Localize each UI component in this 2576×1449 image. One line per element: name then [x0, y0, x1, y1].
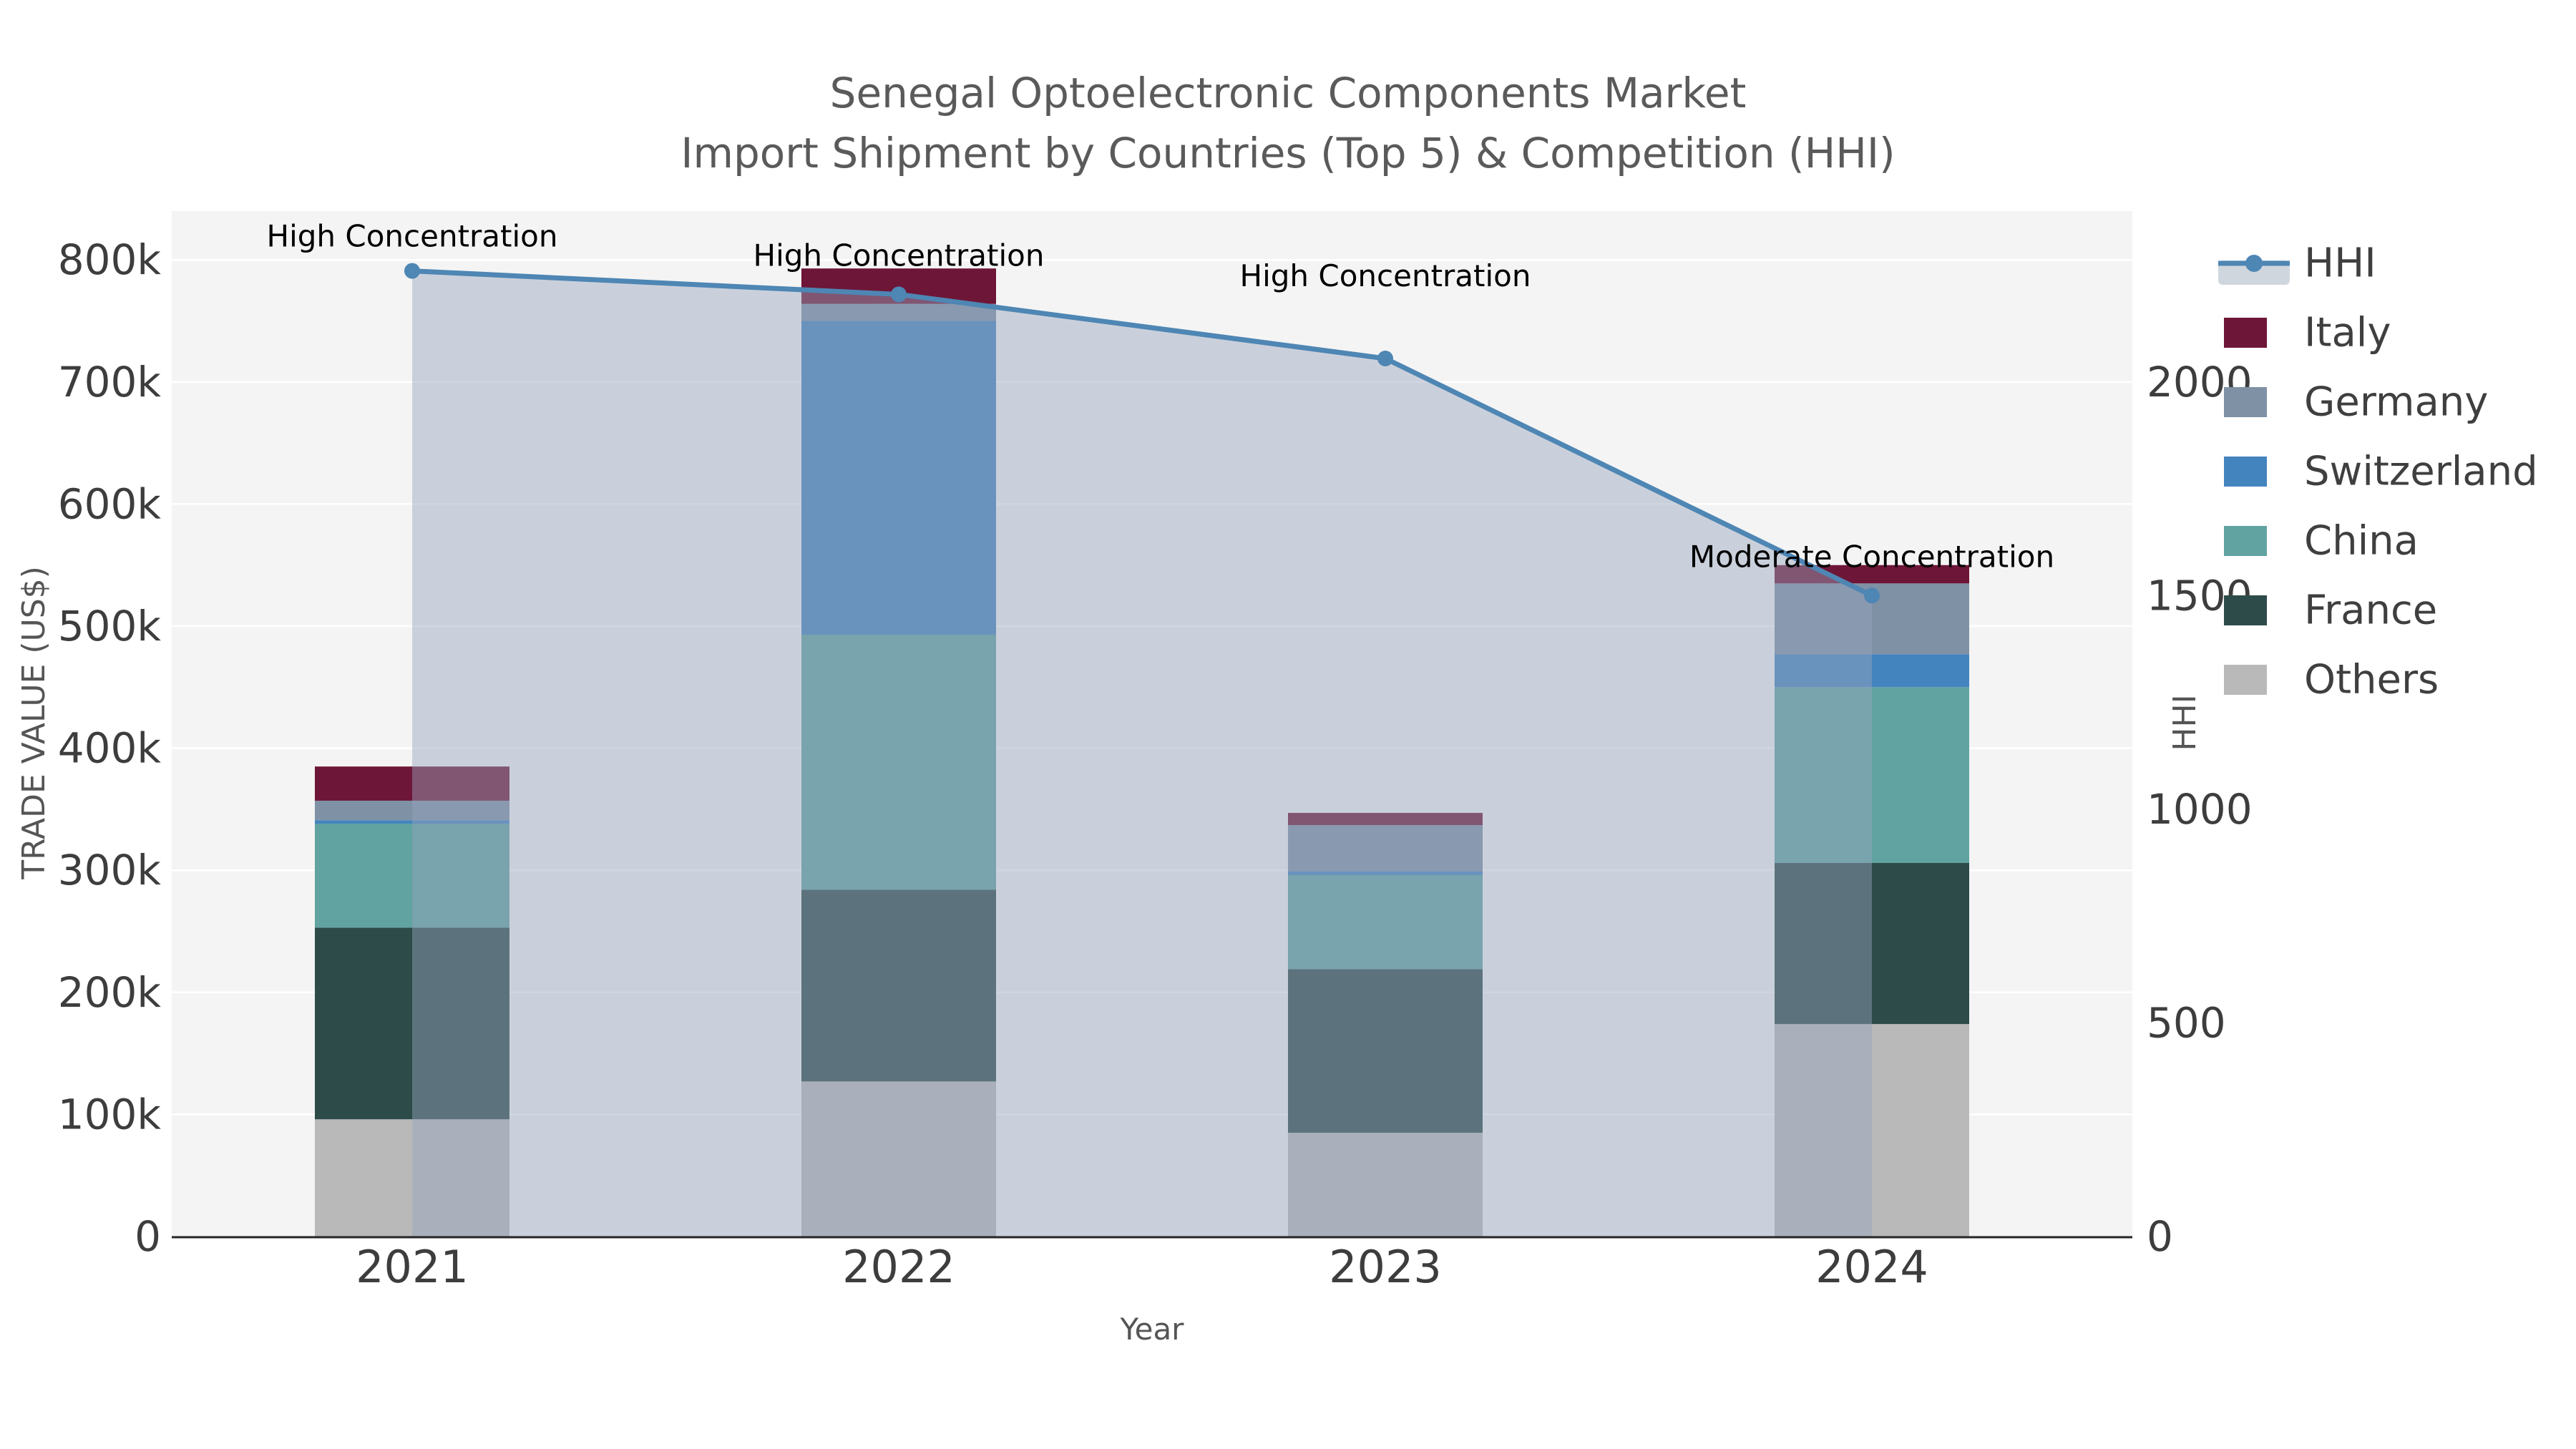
legend-item-germany: Germany [2224, 379, 2488, 426]
y-left-tick-0: 0 [135, 1212, 161, 1261]
legend-label-italy: Italy [2304, 310, 2391, 356]
hhi-point-2024 [1864, 587, 1880, 604]
legend-item-france: France [2224, 587, 2437, 634]
annotation-2021: High Concentration [267, 219, 558, 254]
bar-2023-germany [1288, 825, 1483, 872]
bar-2023-france [1288, 969, 1483, 1133]
legend-label-hhi: HHI [2304, 240, 2376, 287]
bar-2021-switzerland [315, 820, 509, 824]
bar-2024-china [1775, 687, 1969, 863]
bar-2023-others [1288, 1132, 1483, 1236]
bar-2021-italy [315, 766, 509, 801]
bar-2022-germany [801, 303, 996, 321]
bar-2022-france [801, 889, 996, 1082]
legend-item-italy: Italy [2224, 310, 2391, 356]
bar-2021-france [315, 927, 509, 1120]
hhi-area-fill [412, 270, 1872, 1236]
x-tick-2023: 2023 [1329, 1241, 1442, 1293]
legend-swatch-switzerland [2224, 457, 2267, 487]
legend-item-hhi: HHI [2218, 240, 2376, 287]
bar-2024-italy [1775, 565, 1969, 584]
chart-title-line2: Import Shipment by Countries (Top 5) & C… [680, 129, 1895, 177]
bar-2024-others [1775, 1024, 1969, 1236]
legend-label-others: Others [2304, 657, 2439, 703]
x-tick-2021: 2021 [356, 1241, 469, 1293]
y-left-tick-700k: 700k [58, 358, 162, 406]
bar-2022-china [801, 634, 996, 890]
x-tick-2022: 2022 [842, 1241, 955, 1293]
bar-2023-china [1288, 875, 1483, 970]
y-left-tick-800k: 800k [58, 235, 162, 284]
legend-label-china: China [2304, 518, 2419, 565]
chart-title-line1: Senegal Optoelectronic Components Market [830, 69, 1747, 117]
bar-2023-italy [1288, 813, 1483, 826]
legend-swatch-china [2224, 526, 2267, 556]
annotation-2023: High Concentration [1240, 258, 1531, 293]
y-left-tick-200k: 200k [58, 968, 162, 1017]
legend-swatch-others [2224, 665, 2267, 695]
legend-label-france: France [2304, 587, 2437, 634]
x-axis-label: Year [1120, 1312, 1185, 1347]
y-axis-label: TRADE VALUE (US$) [16, 566, 52, 880]
bar-2024-switzerland [1775, 654, 1969, 688]
bar-2021-china [315, 824, 509, 928]
annotation-2024: Moderate Concentration [1689, 539, 2054, 574]
y-left-tick-100k: 100k [58, 1090, 162, 1138]
legend-item-china: China [2224, 518, 2419, 565]
bar-2024-france [1775, 862, 1969, 1025]
y-left-tick-500k: 500k [58, 602, 162, 650]
legend-item-switzerland: Switzerland [2224, 449, 2538, 495]
legend-swatch-germany [2224, 387, 2267, 417]
legend-item-others: Others [2224, 657, 2439, 703]
y-left-tick-400k: 400k [58, 724, 162, 773]
legend-label-switzerland: Switzerland [2304, 449, 2538, 495]
legend-hhi-marker [2245, 255, 2263, 272]
legend-swatch-italy [2224, 318, 2267, 348]
hhi-point-2023 [1377, 350, 1393, 366]
bar-2022-others [801, 1081, 996, 1236]
bar-2022-switzerland [801, 321, 996, 635]
y2-axis-label: HHI [2167, 694, 2203, 751]
y-right-tick-0: 0 [2147, 1212, 2173, 1261]
y-left-tick-600k: 600k [58, 479, 162, 528]
hhi-point-2021 [404, 263, 420, 279]
bar-2021-germany [315, 800, 509, 821]
hhi-point-2022 [891, 286, 907, 303]
annotation-2022: High Concentration [753, 238, 1045, 273]
legend-label-germany: Germany [2304, 379, 2488, 426]
hhi-line [411, 268, 1873, 598]
legend-hhi-band [2218, 260, 2290, 285]
y-left-tick-300k: 300k [58, 846, 162, 894]
y-right-tick-1000: 1000 [2147, 785, 2253, 834]
bar-2021-others [315, 1119, 509, 1236]
x-tick-2024: 2024 [1815, 1241, 1928, 1293]
bar-2023-switzerland [1288, 871, 1483, 876]
y-right-tick-500: 500 [2147, 998, 2226, 1047]
legend-swatch-france [2224, 595, 2267, 625]
